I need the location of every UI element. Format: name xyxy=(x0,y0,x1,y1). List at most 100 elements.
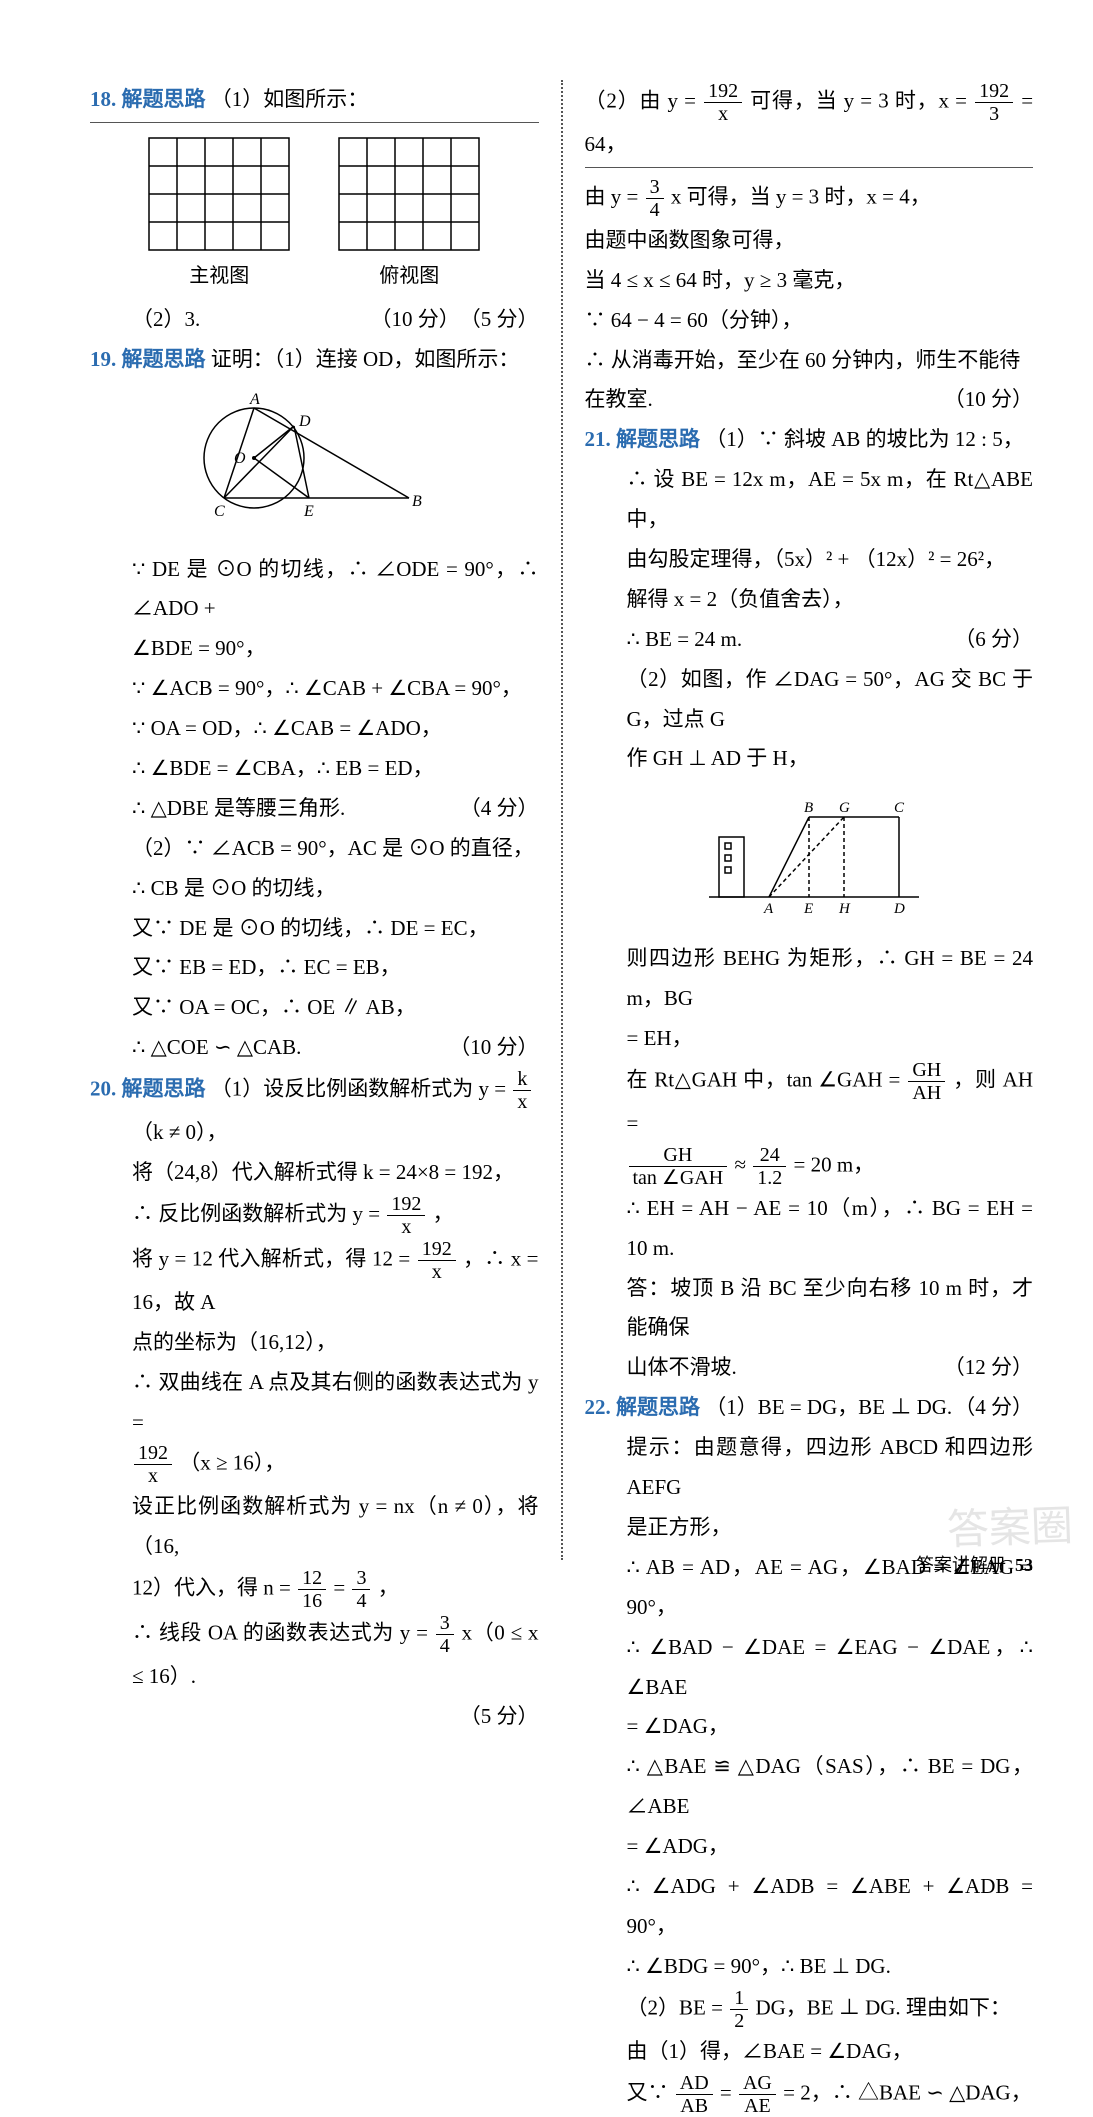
q22-p4a: ∴ ∠BAD − ∠DAE = ∠EAG − ∠DAE，∴ ∠BAE xyxy=(585,1628,1034,1708)
q22-p10-eq: = xyxy=(720,2080,737,2104)
q22-p7: ∴ ∠BDG = 90°，∴ BE ⊥ DG. xyxy=(585,1947,1034,1987)
q21-p3: 由勾股定理得，（5x）² + （12x）² = 26²， xyxy=(585,540,1034,580)
q19-l8: 又∵ DE 是 ⊙O 的切线，∴ DE = EC， xyxy=(90,909,539,949)
q20r-r2-frac: 34 xyxy=(646,176,664,221)
q22-p1: （1）BE = DG，BE ⊥ DG. xyxy=(705,1395,952,1419)
q18-top-caption: 俯视图 xyxy=(334,257,484,295)
q21-number: 21. xyxy=(585,427,611,451)
q21-p8-line: 在 Rt△GAH 中，tan ∠GAH = GHAH ，则 AH = xyxy=(585,1059,1034,1144)
q18-line1: 18. 解题思路 （1）如图所示： xyxy=(90,80,539,120)
q22-heading: 解题思路 xyxy=(616,1395,700,1419)
q18-top-svg xyxy=(334,133,484,253)
q18-front-svg xyxy=(144,133,294,253)
q20r-r2-line: 由 y = 34 x 可得，当 y = 3 时，x = 4， xyxy=(585,176,1034,221)
footer: 答案讲解册 53 xyxy=(916,1548,1033,1582)
q19-l7: ∴ CB 是 ⊙O 的切线， xyxy=(90,869,539,909)
q20-p1a: （1）设反比例函数解析式为 y = xyxy=(211,1076,512,1100)
svg-text:C: C xyxy=(214,503,225,520)
q21-p6b: 作 GH ⊥ AD 于 H， xyxy=(585,739,1034,779)
q20r-r1b: 可得，当 y = 3 时，x = xyxy=(750,88,973,112)
q22-p6: ∴ ∠ADG + ∠ADB = ∠ABE + ∠ADB = 90°， xyxy=(585,1867,1034,1947)
q22-p10a: 又∵ xyxy=(627,2080,674,2104)
q18-p1: （1）如图所示： xyxy=(211,87,369,111)
q21-p11b: 山体不滑坡. xyxy=(627,1355,737,1379)
q20r-r3: 由题中函数图象可得， xyxy=(585,221,1034,261)
q21-p11a: 答：坡顶 B 沿 BC 至少向右移 10 m 时，才能确保 xyxy=(585,1269,1034,1349)
q18-top-view: 俯视图 xyxy=(334,133,484,295)
q21-figure: BGC AEHD xyxy=(585,787,1034,931)
q18-p2: （2）3. xyxy=(132,307,200,331)
q20r-r6b-line: 在教室. （10 分） xyxy=(585,380,1034,420)
q20-p3-line: ∴ 反比例函数解析式为 y = 192x ， xyxy=(90,1193,539,1238)
q20r-r6b: 在教室. xyxy=(585,387,653,411)
q20-p7-frac1: 1216 xyxy=(298,1567,326,1612)
q19-mark2: （10 分） xyxy=(449,1028,538,1068)
q19-heading: 解题思路 xyxy=(122,347,206,371)
q22-p10-frac1: ADAB xyxy=(676,2072,713,2117)
q20r-r2a: 由 y = xyxy=(585,184,644,208)
svg-text:B: B xyxy=(412,493,422,510)
q20-line1: 20. 解题思路 （1）设反比例函数解析式为 y = kx xyxy=(90,1068,539,1113)
q22-p10b: = 2，∴ △BAE ∽ △DAG， xyxy=(783,2080,1032,2104)
q21-line1: 21. 解题思路 （1）∵ 斜坡 AB 的坡比为 12 : 5， xyxy=(585,420,1034,460)
q18-heading: 解题思路 xyxy=(122,87,206,111)
q21-mark1: （6 分） xyxy=(954,620,1033,660)
q19-l6: （2）∵ ∠ACB = 90°，AC 是 ⊙O 的直径， xyxy=(90,829,539,869)
q21-p9-frac2: 241.2 xyxy=(753,1144,786,1189)
q22-p4b: = ∠DAG， xyxy=(585,1707,1034,1747)
q20-number: 20. xyxy=(90,1076,116,1100)
q22-line1: 22. 解题思路 （1）BE = DG，BE ⊥ DG. （4 分） xyxy=(585,1388,1034,1428)
q19-intro: 证明：（1）连接 OD，如图所示： xyxy=(211,347,520,371)
q22-p5b: = ∠ADG， xyxy=(585,1827,1034,1867)
q21-p8a: 在 Rt△GAH 中，tan ∠GAH = xyxy=(627,1067,907,1091)
q22-p10-line: 又∵ ADAB = AGAE = 2，∴ △BAE ∽ △DAG， xyxy=(585,2072,1034,2117)
q22-p8a: （2）BE = xyxy=(627,1995,729,2019)
q20-p7b-line: 12）代入，得 n = 1216 = 34 ， xyxy=(90,1567,539,1612)
q21-p4: 解得 x = 2（负值舍去）， xyxy=(585,580,1034,620)
q19-l1b: ∠BDE = 90°， xyxy=(90,629,539,669)
q20-p4a: 将 y = 12 代入解析式，得 12 = xyxy=(132,1246,416,1270)
q20r-r2b: x 可得，当 y = 3 时，x = 4， xyxy=(671,184,931,208)
q22-p8-line: （2）BE = 12 DG，BE ⊥ DG. 理由如下： xyxy=(585,1987,1034,2032)
q21-mark2: （12 分） xyxy=(944,1348,1033,1388)
rule-under-right xyxy=(585,167,1034,168)
column-left: 18. 解题思路 （1）如图所示： 主视图 xyxy=(80,80,559,1560)
q19-l5-line: ∴ △DBE 是等腰三角形. （4 分） xyxy=(90,789,539,829)
q20r-r5: ∵ 64 − 4 = 60（分钟）， xyxy=(585,301,1034,341)
svg-text:G: G xyxy=(839,800,850,816)
q18-front-caption: 主视图 xyxy=(144,257,294,295)
q19-l3: ∵ OA = OD，∴ ∠CAB = ∠ADO， xyxy=(90,709,539,749)
q21-p9-line: GHtan ∠GAH ≈ 241.2 = 20 m， xyxy=(585,1144,1034,1189)
footer-label: 答案讲解册 xyxy=(916,1555,1006,1575)
svg-text:H: H xyxy=(838,901,851,917)
q20-p4-line: 将 y = 12 代入解析式，得 12 = 192x ，∴ x = 16，故 A xyxy=(90,1238,539,1323)
q21-p5-line: ∴ BE = 24 m. （6 分） xyxy=(585,620,1034,660)
svg-text:D: D xyxy=(893,901,905,917)
q20-p7-eq: = xyxy=(333,1576,350,1600)
q20r-mark: （10 分） xyxy=(944,380,1033,420)
svg-text:B: B xyxy=(804,800,813,816)
q20r-r4: 当 4 ≤ x ≤ 64 时，y ≥ 3 毫克， xyxy=(585,261,1034,301)
svg-text:O: O xyxy=(234,450,246,467)
q20-p1b: （k ≠ 0）， xyxy=(90,1113,539,1153)
q20r-r1-frac2: 1923 xyxy=(975,80,1013,125)
q21-p2: ∴ 设 BE = 12x m，AE = 5x m，在 Rt△ABE 中， xyxy=(585,460,1034,540)
rule-under-q18 xyxy=(90,122,539,123)
q20r-r1-frac: 192x xyxy=(704,80,742,125)
q18-number: 18. xyxy=(90,87,116,111)
q19-l10: 又∵ OA = OC，∴ OE ∥ AB， xyxy=(90,988,539,1028)
q20-p7c: ， xyxy=(378,1576,399,1600)
q20-p1-frac: kx xyxy=(513,1068,531,1113)
q19-l9: 又∵ EB = ED，∴ EC = EB， xyxy=(90,948,539,988)
q22-p8-frac: 12 xyxy=(730,1987,748,2032)
q22-p10-frac2: AGAE xyxy=(739,2072,776,2117)
q21-p6a: （2）如图，作 ∠DAG = 50°，AG 交 BC 于 G，过点 G xyxy=(585,660,1034,740)
q22-number: 22. xyxy=(585,1395,611,1419)
svg-text:E: E xyxy=(803,901,813,917)
q20r-r1a: （2）由 y = xyxy=(585,88,703,112)
q20r-r1-line: （2）由 y = 192x 可得，当 y = 3 时，x = 1923 = 64… xyxy=(585,80,1034,165)
q20-p7-frac2: 34 xyxy=(352,1567,370,1612)
q21-p9-frac: GHtan ∠GAH xyxy=(629,1144,728,1189)
column-divider xyxy=(561,80,563,1560)
q19-l11-line: ∴ △COE ∽ △CAB. （10 分） xyxy=(90,1028,539,1068)
